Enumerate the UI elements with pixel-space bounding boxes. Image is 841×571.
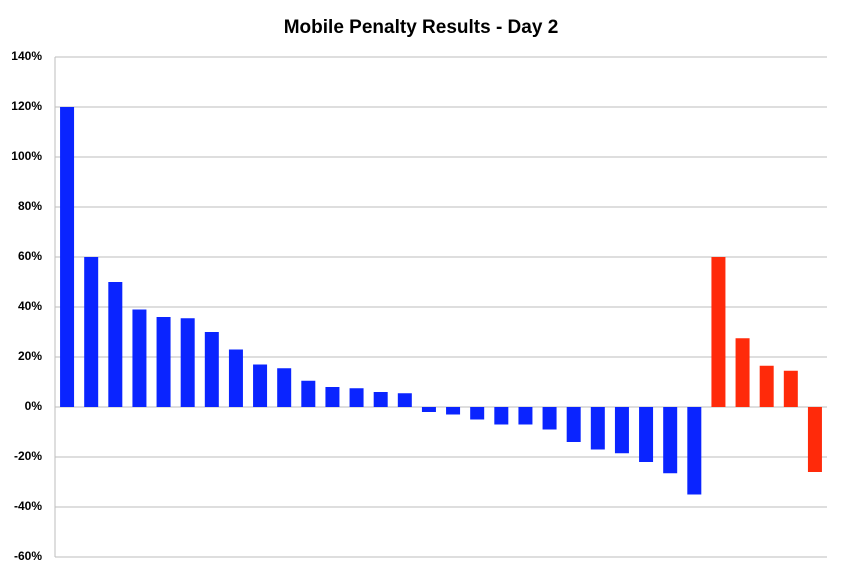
bar [156, 317, 171, 407]
bar [421, 407, 436, 412]
y-tick-label: -20% [14, 449, 42, 463]
y-tick-label: 0% [25, 399, 43, 413]
y-tick-label: -60% [14, 549, 42, 563]
y-tick-label: -40% [14, 499, 42, 513]
bar [373, 392, 388, 407]
y-tick-label: 20% [18, 349, 42, 363]
bar [60, 107, 75, 407]
bar [807, 407, 822, 472]
bar [349, 388, 364, 407]
y-tick-label: 100% [11, 149, 42, 163]
bar [253, 364, 268, 407]
bar [397, 393, 412, 407]
bar [446, 407, 461, 415]
bar [663, 407, 678, 474]
bar [228, 349, 243, 407]
y-tick-label: 40% [18, 299, 42, 313]
bar [590, 407, 605, 450]
bar [301, 380, 316, 407]
bar [518, 407, 533, 425]
bar [542, 407, 557, 430]
bar [325, 387, 340, 407]
chart-title: Mobile Penalty Results - Day 2 [284, 17, 559, 38]
y-tick-label: 120% [11, 99, 42, 113]
bar [84, 257, 99, 407]
y-tick-label: 60% [18, 249, 42, 263]
bar [566, 407, 581, 442]
bar [108, 282, 123, 407]
bar [204, 332, 219, 407]
bar [639, 407, 654, 462]
y-tick-label: 80% [18, 199, 42, 213]
bar [783, 370, 798, 407]
bar [180, 318, 195, 407]
bar [711, 257, 726, 407]
y-tick-label: 140% [11, 49, 42, 63]
bar [687, 407, 702, 495]
bar [735, 338, 750, 407]
bar [470, 407, 485, 420]
bar [759, 365, 774, 407]
bar [277, 368, 292, 407]
bar [132, 309, 147, 407]
bar [614, 407, 629, 454]
bar [494, 407, 509, 425]
